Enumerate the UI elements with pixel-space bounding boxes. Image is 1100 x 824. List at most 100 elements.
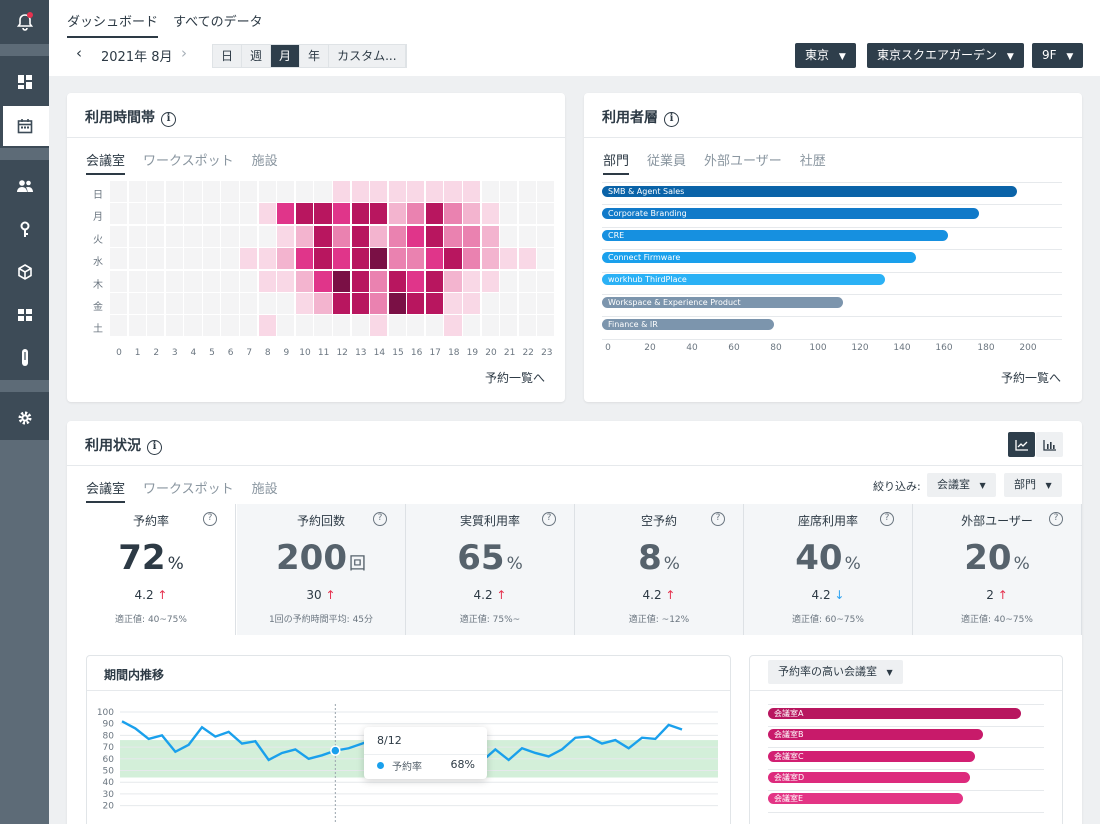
x-tick-label: 80 bbox=[770, 343, 782, 353]
info-icon[interactable]: i bbox=[664, 112, 679, 127]
filter-room-dropdown[interactable]: 会議室 ▼ bbox=[927, 473, 996, 497]
stat-delta-value: 4.2 bbox=[811, 588, 831, 602]
stat-delta: 2 ↑ bbox=[913, 588, 1081, 602]
tab-employee[interactable]: 従業員 bbox=[647, 154, 687, 169]
heatmap-cell bbox=[332, 225, 351, 247]
period-day-button[interactable]: 日 bbox=[213, 45, 243, 67]
heatmap-hour-label: 2 bbox=[153, 348, 160, 358]
line-chart-icon bbox=[1014, 439, 1028, 451]
heatmap-cell bbox=[110, 181, 128, 202]
question-icon[interactable]: ? bbox=[542, 512, 556, 526]
tab-meeting-room[interactable]: 会議室 bbox=[86, 478, 126, 503]
department-bar[interactable]: CRE bbox=[602, 230, 948, 242]
gridline bbox=[602, 316, 1062, 318]
sidebar-item-calendar[interactable] bbox=[0, 106, 49, 146]
tab-all-data[interactable]: すべてのデータ bbox=[173, 15, 263, 30]
reservation-list-link[interactable]: 予約一覧へ bbox=[1001, 371, 1062, 385]
meeting-room-bar[interactable]: 会議室D bbox=[768, 771, 971, 783]
area-dropdown[interactable]: 東京 ▼ bbox=[795, 43, 856, 68]
department-bar[interactable]: Finance & IR bbox=[602, 318, 774, 330]
tab-facility[interactable]: 施設 bbox=[251, 482, 278, 497]
tab-facility[interactable]: 施設 bbox=[251, 154, 278, 169]
period-month-button[interactable]: 月 bbox=[271, 45, 301, 67]
heatmap-cell bbox=[481, 315, 499, 337]
question-icon[interactable]: ? bbox=[1049, 512, 1063, 526]
heatmap-cell bbox=[444, 248, 462, 270]
question-icon[interactable]: ? bbox=[880, 512, 894, 526]
filter-dept-dropdown[interactable]: 部門 ▼ bbox=[1004, 473, 1062, 497]
heatmap-cell bbox=[277, 270, 295, 292]
tab-workspot[interactable]: ワークスポット bbox=[143, 154, 234, 169]
tab-external-user[interactable]: 外部ユーザー bbox=[704, 154, 782, 169]
bar-chart-toggle[interactable] bbox=[1036, 432, 1063, 457]
tab-tenure[interactable]: 社歴 bbox=[799, 154, 826, 169]
sidebar-item-settings[interactable] bbox=[0, 398, 49, 438]
prev-month-button[interactable]: ‹ bbox=[76, 44, 82, 62]
x-tick-label: 20 bbox=[644, 343, 656, 353]
heatmap-cell bbox=[462, 181, 481, 202]
stat-value: 72% bbox=[67, 538, 235, 578]
info-icon[interactable]: i bbox=[147, 440, 162, 455]
heatmap-day-label: 木 bbox=[93, 279, 103, 291]
heatmap-cell bbox=[202, 181, 221, 202]
meeting-room-bar[interactable]: 会議室B bbox=[768, 729, 984, 741]
floor-dropdown-label: 9F bbox=[1042, 48, 1057, 62]
sidebar bbox=[0, 0, 49, 824]
sidebar-item-keys[interactable] bbox=[0, 210, 49, 250]
department-bar[interactable]: Corporate Branding bbox=[602, 208, 980, 220]
heatmap-cell bbox=[184, 248, 202, 270]
sidebar-item-dashboard[interactable] bbox=[0, 62, 49, 102]
department-bar[interactable]: Workspace & Experience Product bbox=[602, 296, 843, 308]
line-chart-toggle[interactable] bbox=[1008, 432, 1035, 457]
period-week-button[interactable]: 週 bbox=[242, 45, 272, 67]
sidebar-item-layout[interactable] bbox=[0, 295, 49, 335]
x-tick-label: 40 bbox=[686, 343, 698, 353]
tab-meeting-room[interactable]: 会議室 bbox=[86, 150, 126, 175]
meeting-room-bar[interactable]: 会議室A bbox=[768, 708, 1021, 719]
heatmap-day-label: 土 bbox=[93, 324, 103, 336]
gridline bbox=[602, 294, 1062, 295]
data-point[interactable] bbox=[330, 745, 341, 756]
stat-label: 座席利用率 bbox=[797, 514, 858, 528]
heatmap-cell bbox=[184, 270, 202, 292]
heatmap-cell bbox=[425, 292, 444, 314]
ranking-metric-dropdown[interactable]: 予約率の高い会議室 ▼ bbox=[768, 660, 903, 684]
meeting-room-bar[interactable]: 会議室C bbox=[768, 750, 976, 762]
heatmap-day-label: 月 bbox=[93, 212, 103, 224]
arrow-up-icon: ↑ bbox=[157, 588, 168, 602]
period-custom-button[interactable]: カスタム... bbox=[329, 45, 406, 67]
question-icon[interactable]: ? bbox=[203, 512, 217, 526]
stat-label: 空予約 bbox=[640, 514, 677, 528]
department-bar[interactable]: SMB & Agent Sales bbox=[602, 186, 1017, 197]
info-icon[interactable]: i bbox=[161, 112, 176, 127]
question-icon[interactable]: ? bbox=[373, 512, 387, 526]
reservation-list-link[interactable]: 予約一覧へ bbox=[485, 371, 546, 385]
department-bar[interactable]: Connect Firmware bbox=[602, 252, 917, 264]
heatmap-cell bbox=[537, 225, 555, 247]
period-year-button[interactable]: 年 bbox=[300, 45, 330, 67]
meeting-room-bar[interactable]: 会議室E bbox=[768, 793, 963, 805]
notification-button[interactable] bbox=[0, 2, 49, 42]
sidebar-item-packages[interactable] bbox=[0, 252, 49, 292]
dashboard-icon bbox=[17, 75, 32, 89]
arrow-up-icon: ↑ bbox=[325, 588, 336, 602]
question-icon[interactable]: ? bbox=[711, 512, 725, 526]
heatmap-cell bbox=[184, 292, 202, 314]
department-bar[interactable]: workhub ThirdPlace bbox=[602, 274, 885, 286]
building-dropdown[interactable]: 東京スクエアガーデン ▼ bbox=[867, 43, 1024, 68]
heatmap-cell bbox=[165, 225, 183, 247]
heatmap-cell bbox=[221, 292, 239, 314]
tab-workspot[interactable]: ワークスポット bbox=[143, 482, 234, 497]
chart-tooltip: 8/12 予約率 68% bbox=[364, 727, 487, 779]
heatmap-cell bbox=[518, 248, 536, 270]
tab-department[interactable]: 部門 bbox=[603, 150, 630, 175]
sidebar-item-users[interactable] bbox=[0, 166, 49, 206]
next-month-button[interactable]: › bbox=[181, 44, 187, 62]
floor-dropdown[interactable]: 9F ▼ bbox=[1032, 43, 1084, 68]
heatmap-cell bbox=[258, 203, 276, 225]
heatmap-cell bbox=[184, 203, 202, 225]
tab-dashboard[interactable]: ダッシュボード bbox=[67, 11, 159, 38]
sidebar-item-device[interactable] bbox=[0, 338, 49, 378]
heatmap-cell bbox=[240, 203, 258, 225]
heatmap-cell bbox=[425, 270, 444, 292]
